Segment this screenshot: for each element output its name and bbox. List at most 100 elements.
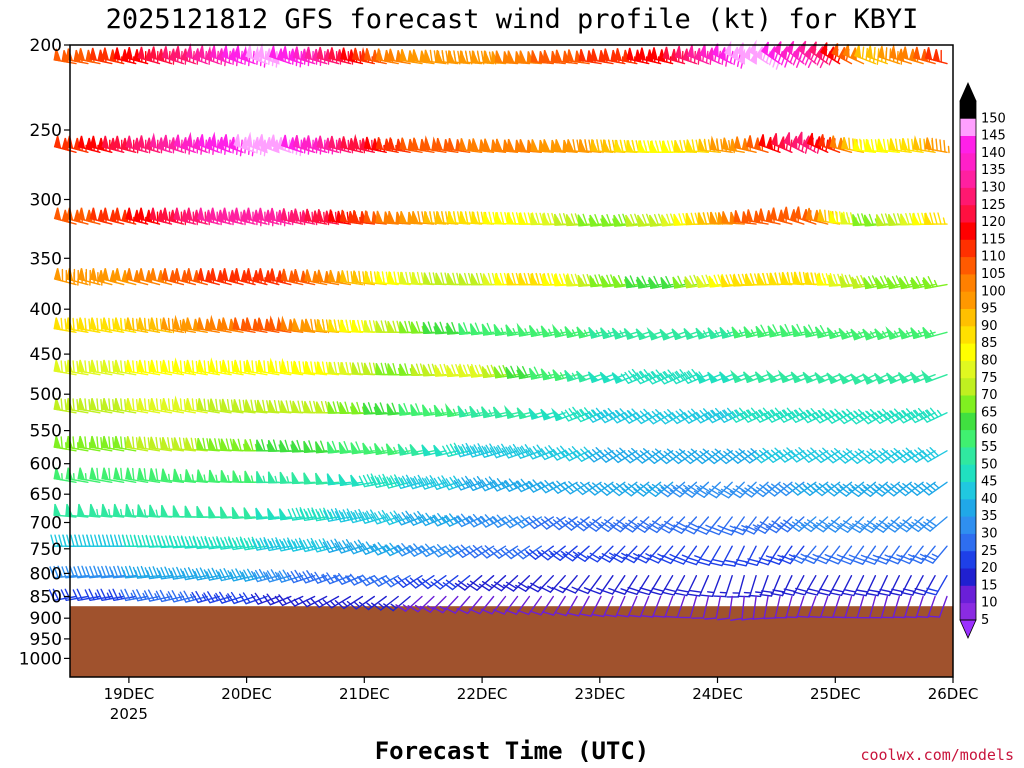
y-tick-label: 450 (30, 345, 62, 365)
wind-barb (525, 515, 554, 530)
wind-barb (445, 403, 471, 418)
wind-barb (658, 516, 686, 534)
wind-barb (825, 516, 853, 533)
colorbar-swatch (960, 308, 976, 327)
colorbar-label: 80 (981, 354, 998, 369)
wind-barb (754, 516, 781, 534)
wind-barb (889, 575, 912, 596)
wind-barb (743, 326, 769, 339)
wind-barb (221, 134, 254, 157)
colorbar-swatch (960, 222, 976, 240)
wind-barb (820, 595, 841, 619)
wind-barb (924, 47, 948, 65)
colorbar-label: 20 (981, 561, 998, 576)
colorbar-label: 65 (981, 405, 998, 420)
wind-barb (742, 516, 769, 535)
wind-barb (640, 595, 662, 618)
x-tick-label: 21DEC (339, 685, 390, 703)
colorbar-swatch (960, 256, 976, 275)
wind-barb (136, 504, 161, 518)
wind-barb (632, 408, 662, 425)
wind-barb (880, 595, 900, 619)
wind-barb (628, 595, 650, 618)
wind-barb (53, 467, 77, 483)
colorbar-label: 75 (981, 371, 998, 386)
colorbar-swatch (960, 602, 976, 621)
wind-barb (924, 575, 948, 596)
colorbar-swatch (960, 274, 976, 292)
wind-barb (637, 213, 662, 227)
wind-barb (77, 397, 101, 414)
colorbar-label: 40 (981, 492, 998, 507)
wind-barb (291, 400, 316, 414)
wind-barb (227, 591, 256, 605)
wind-barb (645, 448, 674, 464)
wind-barb (518, 212, 542, 225)
colorbar-label: 125 (981, 198, 1006, 213)
colorbar-legend: 5 10 15 20 25 30 35 40 45 50 55 60 65 70 75 80 85 90 95 100… (959, 82, 1006, 639)
wind-barb (446, 321, 471, 335)
wind-barb (280, 315, 304, 333)
wind-barb (634, 516, 662, 533)
wind-barb (468, 595, 495, 615)
wind-barb (601, 274, 626, 288)
wind-barb (482, 50, 507, 65)
wind-barb (745, 209, 769, 225)
wind-barb (179, 567, 208, 581)
wind-barb (722, 545, 745, 567)
wind-barb (717, 595, 733, 621)
wind-barb (263, 537, 292, 552)
wind-barb (148, 468, 173, 483)
wind-barb (811, 408, 841, 424)
colorbar-label: 90 (981, 319, 998, 334)
x-tick-label: 19DEC (104, 685, 155, 703)
x-axis: 19DEC 2025 20DEC 21DEC 22DEC 23DEC 24DEC 25DEC 2… (104, 677, 978, 723)
colorbar-label: 120 (981, 215, 1006, 230)
wind-barb (303, 440, 328, 453)
wind-barb (886, 545, 912, 565)
wind-barb (160, 436, 185, 452)
wind-barb (817, 575, 841, 596)
wind-barbs (48, 39, 950, 621)
colorbar-swatch (960, 585, 976, 604)
wind-barb (407, 595, 435, 613)
wind-barb (635, 545, 662, 564)
wind-barb (736, 42, 758, 65)
wind-barb (326, 473, 352, 486)
y-tick-label: 200 (30, 36, 62, 56)
wind-barb (759, 575, 781, 597)
colorbar-swatch (960, 550, 976, 569)
wind-barb (767, 545, 793, 565)
wind-barb (733, 210, 757, 225)
wind-barb (124, 503, 149, 518)
wind-barb (616, 595, 638, 618)
wind-barb (863, 275, 888, 290)
wind-barb (829, 575, 853, 596)
wind-barb (89, 435, 113, 452)
credit-text: coolwx.com/models (860, 746, 1014, 764)
wind-barb (678, 595, 698, 619)
wind-barb (315, 472, 340, 485)
wind-barb (790, 545, 817, 564)
wind-barb (299, 507, 328, 521)
wind-barb (710, 545, 733, 567)
wind-barb (922, 326, 948, 339)
y-tick-label: 650 (30, 485, 62, 505)
x-tick-label: 24DEC (692, 685, 743, 703)
wind-barb (892, 595, 912, 619)
y-tick-label: 500 (30, 385, 62, 405)
wind-barb (231, 506, 256, 520)
wind-barb (429, 544, 459, 558)
wind-barb (184, 469, 208, 483)
colorbar-label: 60 (981, 423, 998, 438)
wind-barb (665, 595, 686, 618)
colorbar-label: 95 (981, 302, 998, 317)
wind-barb (113, 467, 137, 483)
wind-barb (611, 545, 638, 563)
wind-barb (137, 397, 161, 414)
wind-barb (901, 46, 924, 65)
wind-barb (53, 435, 77, 452)
colorbar-label: 140 (981, 146, 1006, 161)
wind-barb (648, 275, 674, 290)
